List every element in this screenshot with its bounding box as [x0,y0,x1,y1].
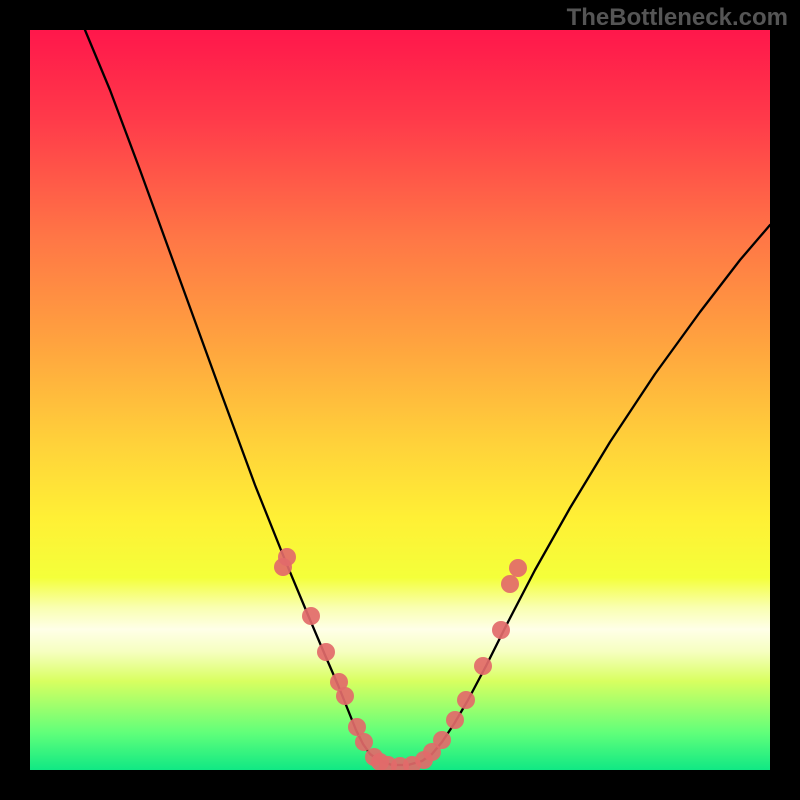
marker-dot [501,575,519,593]
marker-dot [492,621,510,639]
chart-frame: TheBottleneck.com [0,0,800,800]
marker-dot [509,559,527,577]
marker-dot [336,687,354,705]
marker-dot [317,643,335,661]
marker-dot [433,731,451,749]
marker-dot [278,548,296,566]
marker-dot [302,607,320,625]
gradient-background [30,30,770,770]
bottleneck-chart [30,30,770,770]
marker-dot [355,733,373,751]
marker-dot [457,691,475,709]
marker-dot [446,711,464,729]
marker-dot [474,657,492,675]
watermark-text: TheBottleneck.com [567,4,788,32]
